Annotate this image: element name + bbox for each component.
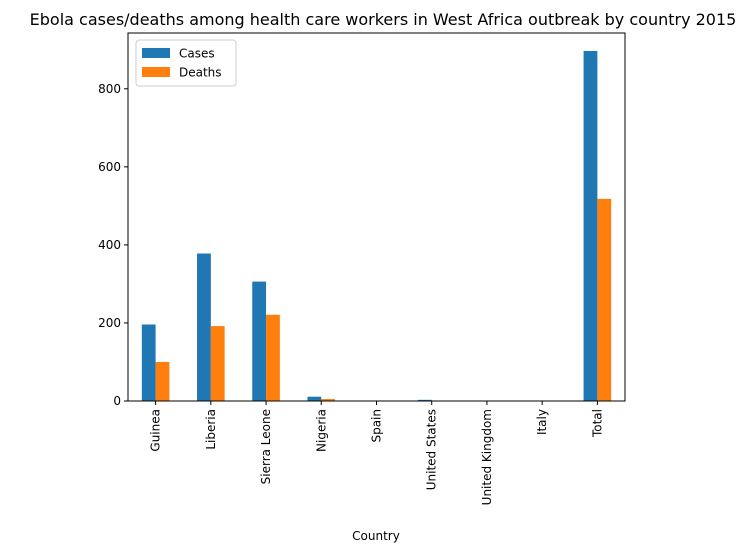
bar-cases-guinea [141,324,156,401]
bar-deaths-liberia [210,326,225,401]
bar-deaths-guinea [155,361,170,401]
bars-group [141,50,612,401]
x-tick-label: United Kingdom [480,409,494,505]
x-tick-label: Italy [535,409,549,435]
bar-cases-liberia [197,253,211,401]
bar-cases-sierra-leone [252,281,267,401]
y-tick-label: 600 [98,160,121,174]
y-tick-label: 200 [98,316,121,330]
x-axis-label: Country [352,529,400,543]
x-tick-label: Nigeria [314,409,328,452]
bar-deaths-nigeria [321,399,336,401]
x-tick-label: Sierra Leone [259,409,273,484]
legend-swatch-cases [142,48,170,58]
chart-title: Ebola cases/deaths among health care wor… [30,10,737,29]
bar-cases-nigeria [307,396,322,401]
legend-swatch-deaths [142,67,170,77]
bar-deaths-sierra-leone [266,314,280,401]
bar-deaths-total [597,198,612,401]
y-tick-label: 0 [113,394,121,408]
x-axis: Guinea Liberia Sierra Leone Nigeria Spain Uni… [149,401,604,505]
legend: Cases Deaths [135,39,237,87]
y-tick-label: 400 [98,238,121,252]
bar-cases-united-states [417,399,432,401]
x-tick-label: Guinea [149,409,163,452]
x-tick-label: Spain [370,409,384,443]
bar-cases-total [583,50,598,401]
legend-label-cases: Cases [179,47,215,61]
y-tick-label: 800 [98,82,121,96]
y-axis: 0 200 400 600 800 [98,82,128,408]
legend-label-deaths: Deaths [179,66,222,80]
x-tick-label: Liberia [204,409,218,450]
x-tick-label: United States [425,409,439,490]
plot-frame [127,32,626,402]
x-tick-label: Total [590,409,604,438]
